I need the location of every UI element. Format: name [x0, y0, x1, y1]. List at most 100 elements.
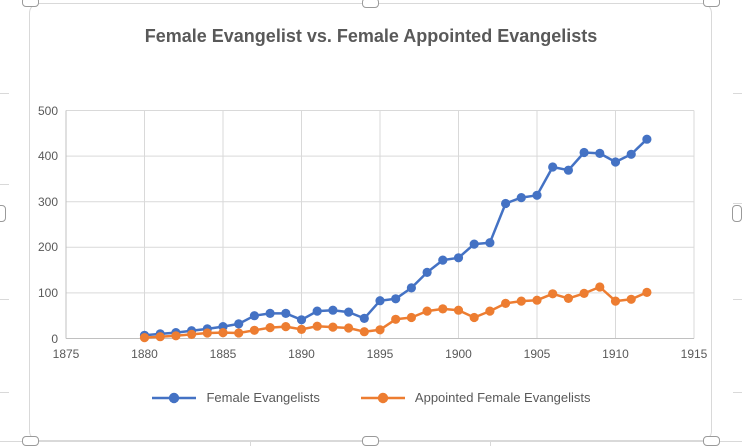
data-point-appointed-female-evangelists-1893	[344, 323, 354, 333]
data-point-female-evangelists-1898	[422, 267, 432, 277]
selection-handle-bottom-right[interactable]	[703, 436, 720, 446]
sheet-gridline	[250, 442, 251, 446]
data-point-female-evangelists-1894	[359, 313, 369, 323]
data-point-female-evangelists-1908	[579, 147, 589, 158]
chart-title-text: Female Evangelist vs. Female Appointed E…	[144, 26, 598, 46]
data-point-appointed-female-evangelists-1908	[579, 288, 589, 298]
legend-item-appointed-female-evangelists[interactable]: Appointed Female Evangelists	[360, 390, 591, 405]
y-tick-label: 500	[37, 103, 58, 118]
data-point-appointed-female-evangelists-1897	[406, 312, 416, 323]
y-tick-label: 400	[37, 149, 58, 164]
data-point-female-evangelists-1910	[610, 157, 621, 167]
x-tick-label: 1880	[131, 346, 158, 361]
data-point-appointed-female-evangelists-1904	[516, 296, 526, 306]
data-point-appointed-female-evangelists-1886	[234, 328, 244, 338]
data-point-appointed-female-evangelists-1895	[375, 325, 385, 335]
sheet-gridline	[733, 203, 742, 204]
data-point-female-evangelists-1886	[234, 319, 244, 329]
data-point-appointed-female-evangelists-1892	[328, 322, 338, 332]
legend-item-female-evangelists[interactable]: Female Evangelists	[151, 390, 320, 405]
legend-label: Appointed Female Evangelists	[414, 390, 591, 405]
data-point-appointed-female-evangelists-1902	[485, 306, 495, 316]
data-point-appointed-female-evangelists-1910	[610, 296, 621, 306]
legend-label: Female Evangelists	[206, 390, 320, 405]
y-tick-label: 300	[37, 194, 58, 209]
data-point-appointed-female-evangelists-1885	[218, 328, 228, 338]
data-point-female-evangelists-1897	[406, 283, 416, 293]
x-tick-label: 1910	[602, 346, 629, 361]
sheet-gridline	[490, 442, 491, 446]
data-point-appointed-female-evangelists-1903	[501, 298, 511, 308]
sheet-gridline	[0, 299, 9, 300]
data-point-female-evangelists-1902	[485, 238, 495, 248]
selection-handle-top-left[interactable]	[22, 0, 39, 7]
y-tick-label: 0	[51, 331, 58, 346]
sheet-gridline	[0, 184, 9, 185]
data-point-female-evangelists-1893	[344, 307, 354, 317]
data-point-appointed-female-evangelists-1906	[548, 289, 558, 299]
sheet-gridline	[733, 392, 742, 393]
data-point-appointed-female-evangelists-1880	[139, 333, 150, 343]
selection-handle-top-center[interactable]	[362, 0, 379, 8]
data-point-female-evangelists-1889	[281, 308, 291, 318]
data-point-female-evangelists-1890	[296, 315, 307, 325]
data-point-appointed-female-evangelists-1909	[595, 282, 605, 292]
data-point-appointed-female-evangelists-1882	[171, 331, 181, 341]
y-tick-label: 200	[37, 240, 58, 255]
selection-handle-bottom-left[interactable]	[22, 436, 39, 446]
sheet-gridline	[0, 392, 9, 393]
data-point-appointed-female-evangelists-1896	[391, 314, 401, 324]
x-tick-label: 1890	[288, 346, 315, 361]
data-point-appointed-female-evangelists-1912	[642, 287, 652, 297]
sheet-gridline	[733, 93, 742, 94]
data-point-female-evangelists-1891	[312, 306, 322, 316]
selection-handle-top-right[interactable]	[703, 0, 720, 7]
sheet-gridline	[733, 299, 742, 300]
data-point-appointed-female-evangelists-1881	[155, 332, 165, 342]
data-point-female-evangelists-1899	[438, 255, 448, 265]
line-marker-icon	[360, 392, 405, 403]
data-point-female-evangelists-1888	[265, 308, 275, 318]
chart-legend[interactable]: Female Evangelists Appointed Female Evan…	[0, 390, 742, 405]
chart-frame[interactable]	[29, 3, 712, 441]
x-tick-label: 1905	[523, 346, 551, 361]
data-point-female-evangelists-1887	[249, 311, 259, 321]
chart-title[interactable]: Female Evangelist vs. Female Appointed E…	[0, 22, 742, 52]
data-point-appointed-female-evangelists-1898	[422, 306, 432, 316]
data-point-appointed-female-evangelists-1884	[202, 328, 212, 338]
x-tick-label: 1885	[209, 346, 237, 361]
data-point-appointed-female-evangelists-1887	[249, 325, 259, 335]
data-point-female-evangelists-1895	[375, 296, 385, 306]
data-point-female-evangelists-1905	[532, 190, 542, 200]
data-point-appointed-female-evangelists-1911	[626, 294, 636, 304]
data-point-appointed-female-evangelists-1901	[469, 312, 479, 323]
data-point-appointed-female-evangelists-1900	[453, 305, 464, 315]
data-point-appointed-female-evangelists-1899	[438, 304, 448, 314]
x-tick-label: 1895	[366, 346, 394, 361]
data-point-female-evangelists-1909	[595, 148, 605, 158]
data-point-appointed-female-evangelists-1907	[563, 293, 574, 303]
selection-handle-right-middle[interactable]	[732, 205, 742, 222]
data-point-appointed-female-evangelists-1894	[359, 327, 369, 337]
data-point-female-evangelists-1907	[563, 165, 574, 175]
selection-handle-bottom-center[interactable]	[362, 436, 379, 446]
data-point-appointed-female-evangelists-1883	[187, 329, 197, 339]
data-point-female-evangelists-1904	[516, 193, 526, 203]
data-point-female-evangelists-1911	[626, 149, 636, 159]
data-point-female-evangelists-1901	[469, 239, 479, 249]
line-marker-icon	[152, 392, 197, 403]
sheet-gridline	[0, 93, 9, 94]
selection-handle-left-middle[interactable]	[0, 205, 6, 222]
data-point-female-evangelists-1900	[453, 253, 464, 263]
data-point-appointed-female-evangelists-1905	[532, 295, 542, 305]
data-point-appointed-female-evangelists-1890	[296, 324, 307, 334]
data-point-appointed-female-evangelists-1888	[265, 323, 275, 333]
data-point-female-evangelists-1903	[501, 198, 511, 209]
y-tick-label: 100	[37, 285, 58, 300]
data-point-female-evangelists-1892	[328, 305, 338, 315]
data-point-female-evangelists-1896	[391, 294, 401, 304]
data-point-appointed-female-evangelists-1891	[312, 321, 322, 331]
data-point-female-evangelists-1906	[548, 162, 558, 172]
